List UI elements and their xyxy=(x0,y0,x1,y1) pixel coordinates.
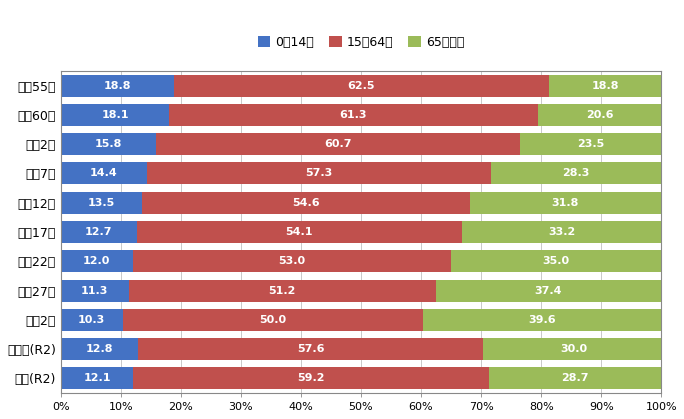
Bar xyxy=(61,75,174,97)
Bar xyxy=(451,250,661,272)
Bar xyxy=(423,309,661,331)
Text: 51.2: 51.2 xyxy=(269,286,296,295)
Bar xyxy=(137,221,462,243)
Bar xyxy=(155,133,520,155)
Text: 28.3: 28.3 xyxy=(562,168,590,178)
Text: 33.2: 33.2 xyxy=(548,227,575,237)
Text: 20.6: 20.6 xyxy=(586,110,613,120)
Text: 57.3: 57.3 xyxy=(306,168,333,178)
Text: 18.1: 18.1 xyxy=(101,110,129,120)
Text: 30.0: 30.0 xyxy=(560,344,587,354)
Text: 23.5: 23.5 xyxy=(577,139,604,149)
Bar xyxy=(61,133,155,155)
Text: 59.2: 59.2 xyxy=(298,373,325,383)
Bar xyxy=(61,104,170,126)
Bar xyxy=(174,75,549,97)
Text: 53.0: 53.0 xyxy=(278,256,306,266)
Bar xyxy=(61,192,142,214)
Bar xyxy=(462,221,661,243)
Bar xyxy=(122,309,423,331)
Bar xyxy=(489,367,661,389)
Text: 31.8: 31.8 xyxy=(551,198,579,208)
Text: 57.6: 57.6 xyxy=(297,344,324,354)
Bar xyxy=(133,367,489,389)
Bar xyxy=(133,250,451,272)
Bar xyxy=(436,279,661,302)
Bar xyxy=(61,367,133,389)
Bar xyxy=(61,221,137,243)
Text: 12.0: 12.0 xyxy=(83,256,110,266)
Text: 50.0: 50.0 xyxy=(259,315,286,325)
Text: 61.3: 61.3 xyxy=(340,110,367,120)
Bar xyxy=(470,192,661,214)
Text: 18.8: 18.8 xyxy=(592,80,619,91)
Text: 18.8: 18.8 xyxy=(103,80,131,91)
Text: 12.7: 12.7 xyxy=(85,227,113,237)
Text: 11.3: 11.3 xyxy=(81,286,108,295)
Bar xyxy=(147,163,491,184)
Text: 10.3: 10.3 xyxy=(78,315,105,325)
Bar xyxy=(137,338,484,360)
Text: 62.5: 62.5 xyxy=(347,80,375,91)
Text: 13.5: 13.5 xyxy=(88,198,115,208)
Bar xyxy=(129,279,436,302)
Bar xyxy=(538,104,661,126)
Text: 35.0: 35.0 xyxy=(542,256,570,266)
Bar xyxy=(61,338,137,360)
Text: 54.6: 54.6 xyxy=(292,198,319,208)
Text: 12.1: 12.1 xyxy=(83,373,111,383)
Text: 60.7: 60.7 xyxy=(324,139,352,149)
Bar xyxy=(142,192,470,214)
Bar xyxy=(61,250,133,272)
Text: 28.7: 28.7 xyxy=(562,373,589,383)
Text: 37.4: 37.4 xyxy=(535,286,562,295)
Text: 54.1: 54.1 xyxy=(286,227,313,237)
Bar xyxy=(549,75,662,97)
Bar xyxy=(61,163,147,184)
Text: 12.8: 12.8 xyxy=(86,344,113,354)
Bar xyxy=(170,104,538,126)
Bar xyxy=(61,309,122,331)
Bar xyxy=(491,163,661,184)
Text: 14.4: 14.4 xyxy=(90,168,118,178)
Bar xyxy=(520,133,661,155)
Text: 15.8: 15.8 xyxy=(94,139,122,149)
Bar xyxy=(484,338,663,360)
Bar xyxy=(61,279,129,302)
Text: 39.6: 39.6 xyxy=(528,315,555,325)
Legend: 0～14歳, 15～64歳, 65歳以上: 0～14歳, 15～64歳, 65歳以上 xyxy=(254,32,468,53)
